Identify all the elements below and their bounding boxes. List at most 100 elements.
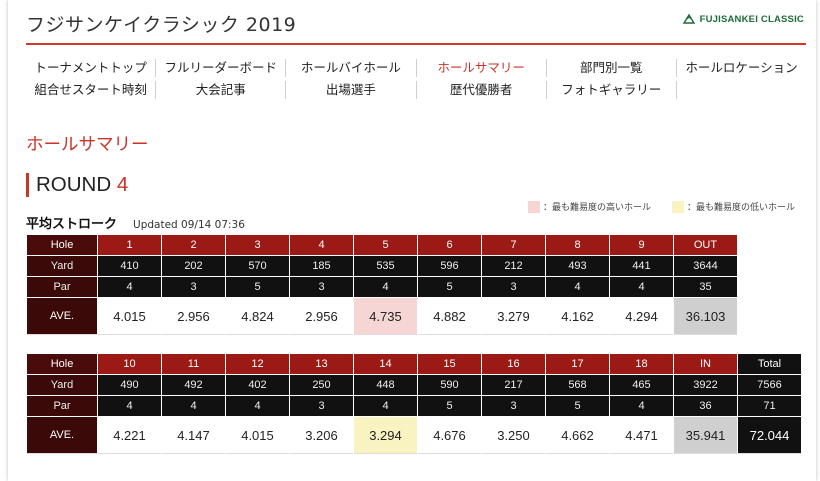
hole-cell-in: IN: [674, 354, 737, 374]
nav-articles[interactable]: 大会記事: [155, 81, 285, 99]
yard-cell: 570: [226, 256, 289, 276]
hole-cell: 16: [482, 354, 545, 374]
yard-cell: 535: [354, 256, 417, 276]
yard-cell: 250: [290, 375, 353, 395]
hole-cell: 14: [354, 354, 417, 374]
legend-hard-label: ：最も難易度の高いホール: [543, 203, 652, 213]
ave-cell: 4.015: [226, 417, 289, 454]
yard-cell-total: 7566: [738, 375, 801, 395]
hole-cell: 12: [226, 354, 289, 374]
brand-name: FUJISANKEI CLASSIC: [699, 13, 804, 25]
yard-cell: 202: [162, 256, 225, 276]
table-row: Par 4 3 5 3 4 5 3 4 4 35: [27, 277, 737, 297]
table-subheading: 平均ストローク Updated 09/14 07:36: [26, 213, 245, 232]
row-label-hole: Hole: [27, 354, 97, 374]
hole-cell-out: OUT: [674, 235, 737, 255]
par-cell: 4: [98, 277, 161, 297]
table-row: AVE. 4.015 2.956 4.824 2.956 4.735 4.882…: [27, 298, 737, 335]
legend-easy: ：最も難易度の低いホール: [672, 200, 795, 213]
hole-cell: 7: [482, 235, 545, 255]
row-label-hole: Hole: [27, 235, 97, 255]
ave-cell-easiest: 3.294: [354, 417, 417, 454]
nav-hole-summary[interactable]: ホールサマリー: [415, 59, 546, 77]
yard-cell: 590: [418, 375, 481, 395]
par-cell: 5: [418, 396, 481, 416]
ave-cell: 4.662: [546, 417, 609, 454]
hole-cell: 6: [418, 235, 481, 255]
nav-past-champions[interactable]: 歴代優勝者: [415, 81, 546, 99]
hole-cell: 4: [290, 235, 353, 255]
ave-cell: 4.221: [98, 417, 161, 454]
yard-cell: 490: [98, 375, 161, 395]
hole-cell: 9: [610, 235, 673, 255]
hole-cell: 8: [546, 235, 609, 255]
ave-cell: 4.162: [546, 298, 609, 335]
par-cell: 4: [162, 396, 225, 416]
row-label-par: Par: [27, 277, 97, 297]
nav-hole-by-hole[interactable]: ホールバイホール: [285, 59, 415, 77]
ave-cell: 4.147: [162, 417, 225, 454]
par-cell-out: 35: [674, 277, 737, 297]
round-label: ROUND: [36, 173, 112, 196]
nav-full-leaderboard[interactable]: フルリーダーボード: [155, 59, 285, 77]
table-row: Yard 490 492 402 250 448 590 217 568 465…: [27, 375, 801, 395]
yard-cell: 185: [290, 256, 353, 276]
hole-cell: 15: [418, 354, 481, 374]
hole-cell: 5: [354, 235, 417, 255]
row-label-par: Par: [27, 396, 97, 416]
par-cell: 4: [354, 396, 417, 416]
table-row: Hole 10 11 12 13 14 15 16 17 18 IN Total: [27, 354, 801, 374]
par-cell: 4: [98, 396, 161, 416]
nav-category-list[interactable]: 部門別一覧: [545, 59, 676, 77]
yard-cell: 448: [354, 375, 417, 395]
par-cell: 3: [482, 277, 545, 297]
par-cell-total: 71: [738, 396, 801, 416]
ave-cell: 2.956: [162, 298, 225, 335]
header-divider: [26, 43, 806, 45]
legend-hard-swatch: [528, 200, 540, 213]
yard-cell-in: 3922: [674, 375, 737, 395]
nav-photo-gallery[interactable]: フォトギャラリー: [545, 81, 676, 99]
row-label-ave: AVE.: [27, 417, 97, 454]
hole-cell: 3: [226, 235, 289, 255]
par-cell: 4: [610, 277, 673, 297]
yard-cell: 217: [482, 375, 545, 395]
nav-hole-location[interactable]: ホールロケーション: [675, 59, 806, 77]
site-title: フジサンケイクラシック 2019: [26, 14, 297, 36]
back-nine-table: Hole 10 11 12 13 14 15 16 17 18 IN Total…: [26, 353, 802, 455]
updated-timestamp: Updated 09/14 07:36: [133, 219, 245, 231]
average-stroke-title: 平均ストローク: [26, 217, 118, 232]
ave-cell-out: 36.103: [674, 298, 737, 335]
nav-row-2: 組合せスタート時刻 大会記事 出場選手 歴代優勝者 フォトギャラリー: [26, 79, 806, 101]
page-title: ホールサマリー: [26, 135, 149, 155]
table-row: Hole 1 2 3 4 5 6 7 8 9 OUT: [27, 235, 737, 255]
row-label-yard: Yard: [27, 256, 97, 276]
round-heading: ROUND 4: [26, 173, 128, 197]
table-row: Par 4 4 4 3 4 5 3 5 4 36 71: [27, 396, 801, 416]
site-header: フジサンケイクラシック 2019 FUJISANKEI CLASSIC: [26, 10, 810, 37]
par-cell: 4: [354, 277, 417, 297]
ave-cell-hardest: 4.735: [354, 298, 417, 335]
hole-cell-total: Total: [738, 354, 801, 374]
fuji-logo-icon: [682, 13, 695, 24]
par-cell: 4: [546, 277, 609, 297]
yard-cell: 493: [546, 256, 609, 276]
yard-cell-out: 3644: [674, 256, 737, 276]
hole-cell: 13: [290, 354, 353, 374]
nav-tournament-top[interactable]: トーナメントトップ: [34, 60, 147, 75]
nav-pairings[interactable]: 組合せスタート時刻: [34, 82, 147, 97]
legend-easy-label: ：最も難易度の低いホール: [687, 203, 796, 213]
ave-cell: 3.206: [290, 417, 353, 454]
yard-cell: 568: [546, 375, 609, 395]
round-number: 4: [116, 173, 129, 196]
ave-cell: 4.676: [418, 417, 481, 454]
hole-cell: 11: [162, 354, 225, 374]
par-cell: 4: [610, 396, 673, 416]
brand-logo[interactable]: FUJISANKEI CLASSIC: [682, 12, 804, 26]
yard-cell: 402: [226, 375, 289, 395]
ave-cell: 4.294: [610, 298, 673, 335]
hole-cell: 18: [610, 354, 673, 374]
nav-players[interactable]: 出場選手: [285, 81, 415, 99]
ave-cell: 4.015: [98, 298, 161, 335]
table-row: Yard 410 202 570 185 535 596 212 493 441…: [27, 256, 737, 276]
